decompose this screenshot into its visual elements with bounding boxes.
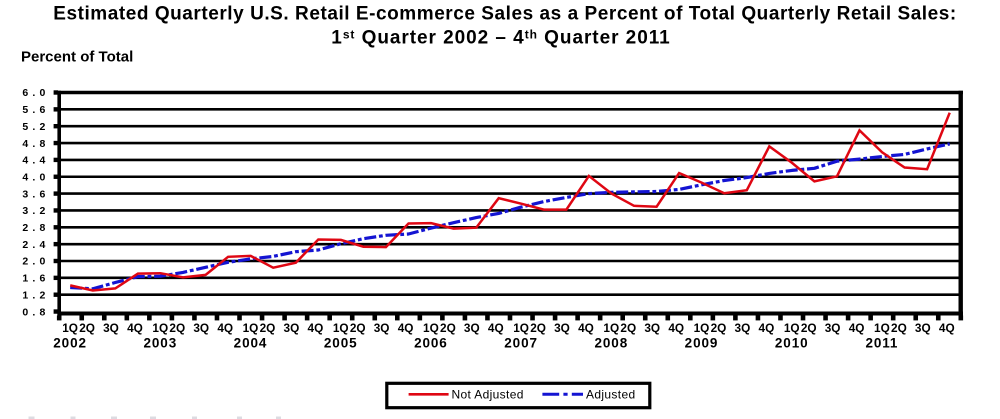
svg-text:2006: 2006 [414, 335, 448, 350]
svg-text:1.2: 1.2 [22, 289, 49, 301]
svg-text:1Q: 1Q [694, 321, 710, 335]
svg-text:2Q: 2Q [79, 321, 95, 335]
svg-text:Percent of Total: Percent of Total [21, 49, 133, 66]
svg-text:3Q: 3Q [284, 321, 300, 335]
svg-text:2Q: 2Q [530, 321, 546, 335]
svg-text:2Q: 2Q [260, 321, 276, 335]
svg-text:4Q: 4Q [308, 321, 324, 335]
svg-text:2004: 2004 [234, 335, 268, 350]
svg-text:3Q: 3Q [825, 321, 841, 335]
svg-text:3Q: 3Q [464, 321, 480, 335]
svg-text:4Q: 4Q [398, 321, 414, 335]
svg-text:2.0: 2.0 [22, 256, 49, 268]
svg-text:5.2: 5.2 [22, 121, 49, 133]
svg-text:1Q: 1Q [333, 321, 349, 335]
svg-text:4Q: 4Q [849, 321, 865, 335]
svg-text:2002: 2002 [53, 335, 87, 350]
svg-text:0.8: 0.8 [22, 306, 49, 318]
svg-text:4.0: 4.0 [22, 171, 49, 183]
svg-text:1Q: 1Q [152, 321, 168, 335]
svg-text:1Q: 1Q [874, 321, 890, 335]
svg-text:4Q: 4Q [127, 321, 143, 335]
svg-text:2008: 2008 [594, 335, 628, 350]
svg-text:1st Quarter 2002 – 4th Quarter: 1st Quarter 2002 – 4th Quarter 2011 [331, 27, 670, 48]
svg-text:4Q: 4Q [939, 321, 955, 335]
svg-text:1Q: 1Q [423, 321, 439, 335]
svg-text:2.4: 2.4 [22, 239, 49, 251]
svg-text:3Q: 3Q [735, 321, 751, 335]
svg-text:2007: 2007 [504, 335, 538, 350]
svg-text:3Q: 3Q [554, 321, 570, 335]
svg-text:3.2: 3.2 [22, 205, 49, 217]
svg-text:2005: 2005 [324, 335, 358, 350]
svg-text:4.4: 4.4 [22, 155, 49, 167]
svg-text:3Q: 3Q [103, 321, 119, 335]
svg-text:4Q: 4Q [578, 321, 594, 335]
svg-text:2Q: 2Q [440, 321, 456, 335]
svg-text:3.6: 3.6 [22, 188, 49, 200]
svg-text:4.8: 4.8 [22, 138, 49, 150]
svg-text:2Q: 2Q [801, 321, 817, 335]
svg-text:Adjusted: Adjusted [586, 388, 636, 402]
svg-text:1Q: 1Q [243, 321, 259, 335]
svg-text:2Q: 2Q [620, 321, 636, 335]
svg-text:Not Adjusted: Not Adjusted [452, 388, 524, 402]
svg-text:4Q: 4Q [488, 321, 504, 335]
svg-text:3Q: 3Q [644, 321, 660, 335]
svg-text:3Q: 3Q [193, 321, 209, 335]
svg-text:4Q: 4Q [668, 321, 684, 335]
svg-text:1Q: 1Q [513, 321, 529, 335]
svg-text:2003: 2003 [143, 335, 177, 350]
svg-text:4Q: 4Q [217, 321, 233, 335]
svg-text:2Q: 2Q [711, 321, 727, 335]
svg-text:1Q: 1Q [784, 321, 800, 335]
svg-text:6.0: 6.0 [22, 87, 49, 99]
svg-text:1Q: 1Q [62, 321, 78, 335]
svg-text:2Q: 2Q [891, 321, 907, 335]
svg-text:2Q: 2Q [169, 321, 185, 335]
svg-text:2009: 2009 [685, 335, 719, 350]
svg-text:3Q: 3Q [915, 321, 931, 335]
svg-text:2Q: 2Q [350, 321, 366, 335]
svg-text:2011: 2011 [865, 335, 898, 350]
svg-text:Estimated Quarterly U.S. Retai: Estimated Quarterly U.S. Retail E-commer… [53, 3, 957, 24]
svg-text:2.8: 2.8 [22, 222, 49, 234]
svg-text:4Q: 4Q [759, 321, 775, 335]
svg-text:1Q: 1Q [603, 321, 619, 335]
svg-text:1.6: 1.6 [22, 273, 49, 285]
svg-text:5.6: 5.6 [22, 104, 49, 116]
svg-text:2010: 2010 [775, 335, 809, 350]
svg-text:3Q: 3Q [374, 321, 390, 335]
